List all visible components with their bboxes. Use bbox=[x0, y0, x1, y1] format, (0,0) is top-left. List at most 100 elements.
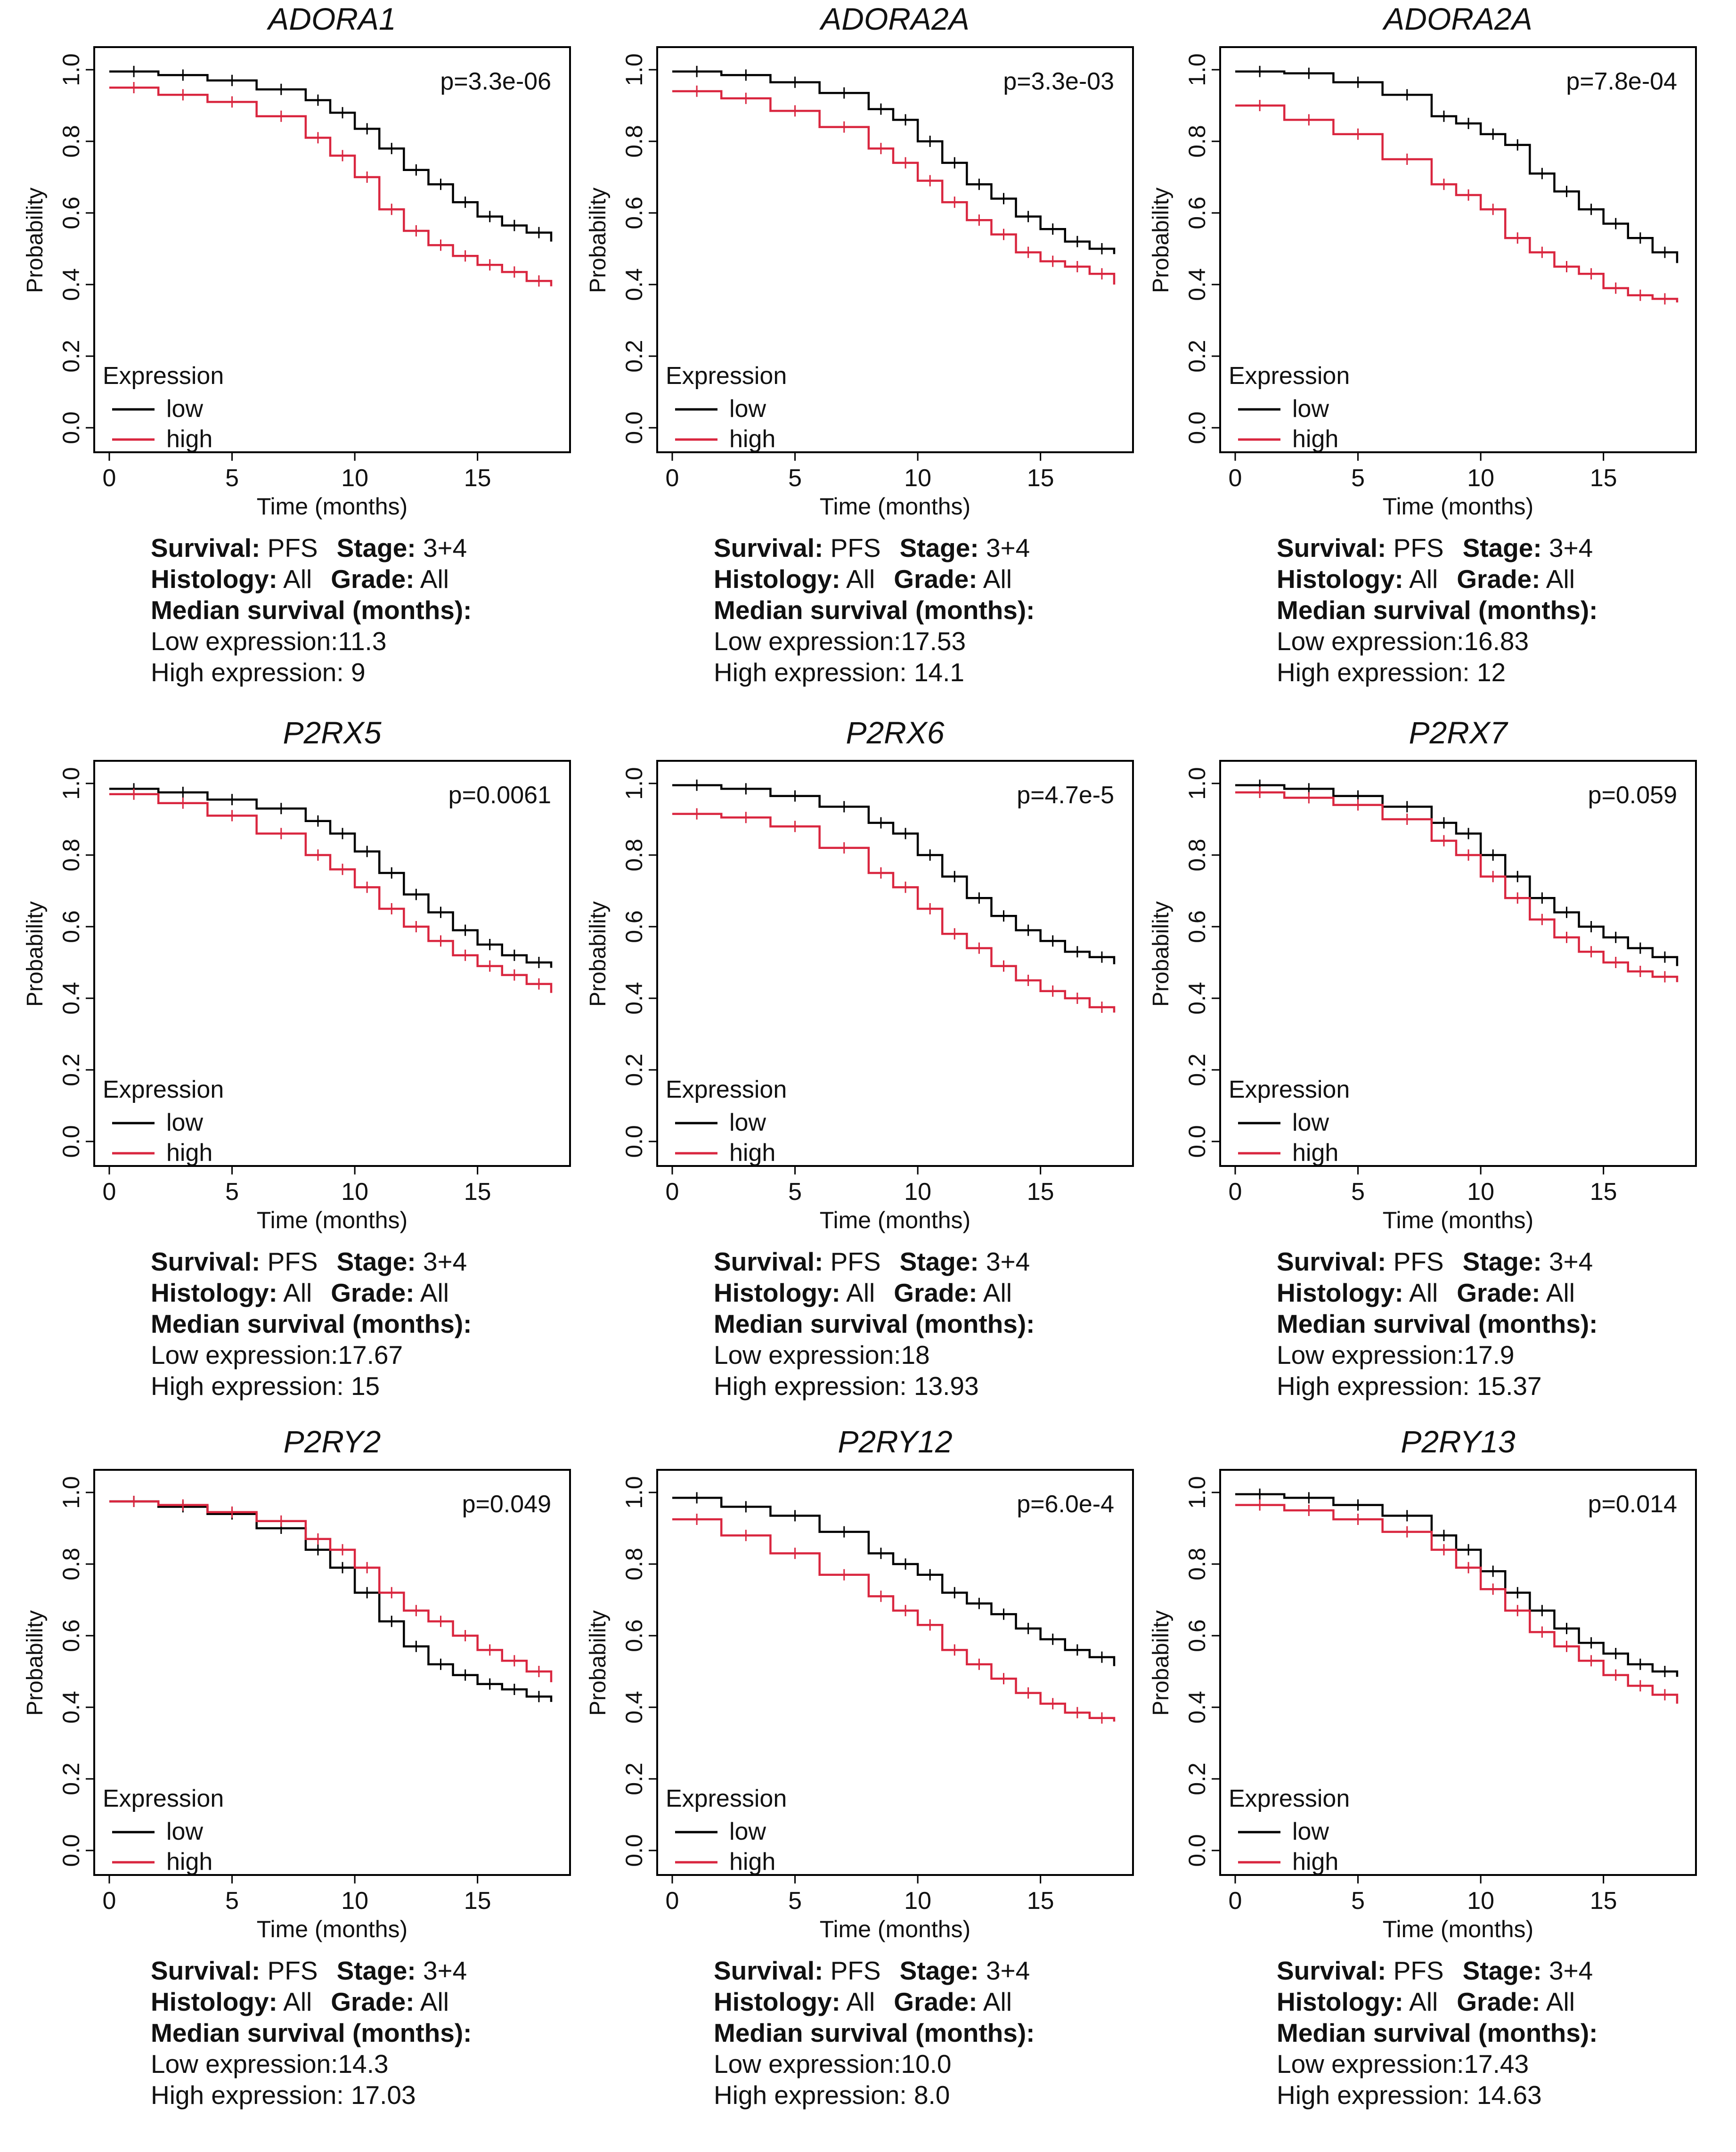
caption-line-low: Low expression:16.83 bbox=[1277, 626, 1597, 657]
censor-mark-low bbox=[975, 892, 983, 904]
low-expression-value: 16.83 bbox=[1464, 627, 1529, 656]
censor-mark-high bbox=[437, 239, 445, 251]
censor-mark-high bbox=[1000, 1673, 1008, 1685]
space bbox=[840, 564, 846, 594]
censor-mark-high bbox=[1465, 189, 1473, 201]
censor-mark-high bbox=[693, 85, 701, 97]
legend-title: Expression bbox=[103, 362, 224, 390]
space bbox=[1542, 1247, 1549, 1276]
histology-value: All bbox=[846, 564, 875, 594]
censor-mark-low bbox=[1403, 1510, 1411, 1522]
x-axis-label: Time (months) bbox=[257, 1207, 408, 1233]
censor-mark-high bbox=[1440, 1544, 1448, 1556]
censor-mark-low bbox=[437, 179, 445, 190]
censor-mark-high bbox=[1049, 1698, 1057, 1710]
space bbox=[416, 1956, 423, 1985]
x-tick-label: 10 bbox=[1467, 465, 1494, 492]
stage-value: 3+4 bbox=[423, 1247, 467, 1276]
survival-value: PFS bbox=[1393, 1247, 1444, 1276]
histology-label: Histology: bbox=[151, 1278, 277, 1307]
y-tick-label: 1.0 bbox=[621, 767, 647, 800]
x-tick-label: 0 bbox=[1229, 1887, 1242, 1915]
high-expression-label: High expression: bbox=[151, 1371, 344, 1401]
histology-label: Histology: bbox=[1277, 1278, 1403, 1307]
censor-mark-low bbox=[926, 1569, 934, 1581]
x-tick-label: 5 bbox=[1351, 1887, 1365, 1915]
legend-label-high: high bbox=[729, 1848, 775, 1875]
caption-line-low: Low expression:18 bbox=[714, 1339, 1035, 1370]
y-tick-label: 1.0 bbox=[58, 1476, 84, 1509]
x-tick-label: 5 bbox=[225, 1887, 239, 1915]
censor-mark-high bbox=[535, 1666, 543, 1677]
censor-mark-low bbox=[926, 849, 934, 861]
y-tick-label: 0.0 bbox=[58, 1834, 84, 1867]
space bbox=[1540, 564, 1546, 594]
censor-mark-high bbox=[437, 935, 445, 947]
censor-mark-high bbox=[228, 96, 236, 108]
y-tick-label: 0.0 bbox=[621, 1834, 647, 1867]
survival-caption: Survival: PFS Stage: 3+4 Histology: All Gra… bbox=[714, 532, 1035, 688]
censor-mark-high bbox=[902, 881, 910, 893]
legend-label-high: high bbox=[1292, 1848, 1338, 1875]
censor-mark-low bbox=[461, 1669, 469, 1681]
censor-mark-low bbox=[1538, 168, 1546, 179]
caption-line-high: High expression: 8.0 bbox=[714, 2079, 1035, 2111]
gene-title: ADORA2A bbox=[821, 1, 970, 36]
survival-label: Survival: bbox=[714, 533, 823, 562]
censor-mark-low bbox=[1563, 186, 1571, 197]
censor-mark-low bbox=[1465, 1544, 1473, 1556]
y-tick-label: 1.0 bbox=[58, 53, 84, 86]
censor-mark-low bbox=[388, 867, 396, 879]
low-expression-label: Low expression: bbox=[1277, 627, 1464, 656]
censor-mark-high bbox=[339, 864, 347, 875]
y-axis-label: Probability bbox=[23, 901, 48, 1007]
censor-mark-high bbox=[742, 1530, 750, 1541]
km-chart: 0.0 0.2 0.4 0.6 0.8 1.0 0 5 10 15 Time (months) Pro… bbox=[586, 1469, 1134, 1942]
histology-value: All bbox=[283, 564, 312, 594]
censor-mark-high bbox=[388, 204, 396, 215]
censor-mark-high bbox=[1489, 204, 1497, 215]
stage-label: Stage: bbox=[1462, 1247, 1542, 1276]
y-tick-label: 0.2 bbox=[621, 1053, 647, 1086]
censor-mark-low bbox=[1098, 243, 1106, 254]
grade-label: Grade: bbox=[331, 564, 415, 594]
space bbox=[1542, 533, 1549, 562]
censor-mark-low bbox=[228, 794, 236, 806]
km-chart: 0.0 0.2 0.4 0.6 0.8 1.0 0 5 10 15 Time (months) Pro… bbox=[23, 1469, 571, 1942]
censor-mark-high bbox=[1612, 957, 1620, 968]
censor-mark-high bbox=[1305, 792, 1313, 804]
stage-value: 3+4 bbox=[1549, 1956, 1593, 1985]
x-tick-label: 10 bbox=[341, 1887, 368, 1915]
caption-line-histology: Histology: All Grade: All bbox=[714, 563, 1035, 595]
high-expression-label: High expression: bbox=[1277, 1371, 1470, 1401]
censor-mark-high bbox=[1024, 246, 1032, 258]
survival-curve-high bbox=[1235, 1504, 1679, 1704]
survival-label: Survival: bbox=[151, 1247, 261, 1276]
p-value: p=0.014 bbox=[1588, 1491, 1677, 1518]
y-tick-label: 0.6 bbox=[58, 196, 84, 229]
space bbox=[344, 1371, 351, 1401]
survival-caption: Survival: PFS Stage: 3+4 Histology: All Gra… bbox=[151, 1955, 472, 2111]
survival-curve-low bbox=[109, 1500, 553, 1702]
histology-value: All bbox=[283, 1278, 312, 1307]
grade-value: All bbox=[420, 1987, 449, 2016]
y-tick-label: 0.8 bbox=[621, 839, 647, 872]
plot-frame bbox=[1219, 1469, 1697, 1876]
survival-caption: Survival: PFS Stage: 3+4 Histology: All Gra… bbox=[1277, 1955, 1597, 2111]
p-value: p=4.7e-5 bbox=[1017, 782, 1114, 809]
legend-label-high: high bbox=[166, 1139, 212, 1166]
censor-mark-low bbox=[791, 790, 799, 802]
y-tick-label: 0.6 bbox=[58, 910, 84, 943]
x-tick-label: 0 bbox=[103, 465, 116, 492]
censor-mark-high bbox=[130, 1496, 138, 1507]
censor-mark-low bbox=[1440, 1530, 1448, 1541]
km-panel: ADORA2A 0.0 0.2 0.4 0.6 0.8 1.0 0 5 10 15 Time (mon… bbox=[563, 0, 1141, 711]
caption-line-survival: Survival: PFS Stage: 3+4 bbox=[714, 532, 1035, 563]
censor-mark-high bbox=[1024, 1687, 1032, 1699]
y-tick-label: 0.8 bbox=[621, 1548, 647, 1581]
y-tick-label: 0.0 bbox=[1184, 411, 1210, 444]
censor-mark-low bbox=[1098, 951, 1106, 963]
survival-value: PFS bbox=[267, 1956, 318, 1985]
km-chart: 0.0 0.2 0.4 0.6 0.8 1.0 0 5 10 15 Time (months) Pro… bbox=[1149, 760, 1697, 1233]
survival-caption: Survival: PFS Stage: 3+4 Histology: All Gra… bbox=[1277, 532, 1597, 688]
